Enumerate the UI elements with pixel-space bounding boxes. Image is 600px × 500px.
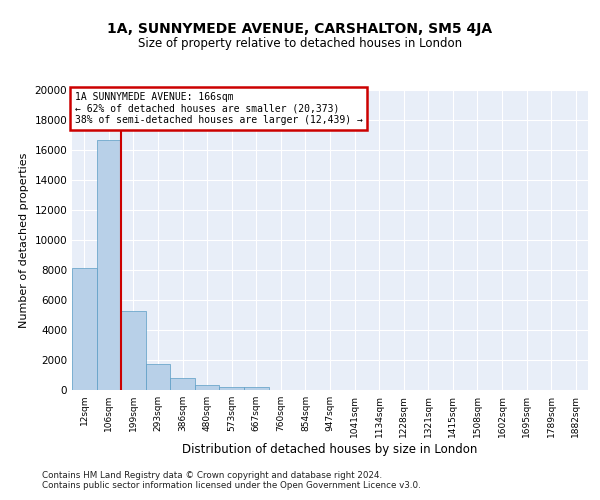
Bar (195, 385, 220, 390)
Text: Contains HM Land Registry data © Crown copyright and database right 2024.: Contains HM Land Registry data © Crown c… (42, 471, 382, 480)
Text: Size of property relative to detached houses in London: Size of property relative to detached ho… (138, 38, 462, 51)
Y-axis label: Number of detached properties: Number of detached properties (19, 152, 29, 328)
X-axis label: Distribution of detached houses by size in London: Distribution of detached houses by size … (182, 442, 478, 456)
Bar (121, 310, 146, 390)
Text: 1A SUNNYMEDE AVENUE: 166sqm
← 62% of detached houses are smaller (20,373)
38% of: 1A SUNNYMEDE AVENUE: 166sqm ← 62% of det… (74, 92, 362, 124)
Bar (97, 140, 121, 390)
Bar (220, 386, 244, 390)
Bar (170, 378, 195, 390)
Bar (244, 387, 269, 390)
Bar (146, 364, 170, 390)
Bar (72, 268, 97, 390)
Text: Contains public sector information licensed under the Open Government Licence v3: Contains public sector information licen… (42, 481, 421, 490)
Text: 1A, SUNNYMEDE AVENUE, CARSHALTON, SM5 4JA: 1A, SUNNYMEDE AVENUE, CARSHALTON, SM5 4J… (107, 22, 493, 36)
